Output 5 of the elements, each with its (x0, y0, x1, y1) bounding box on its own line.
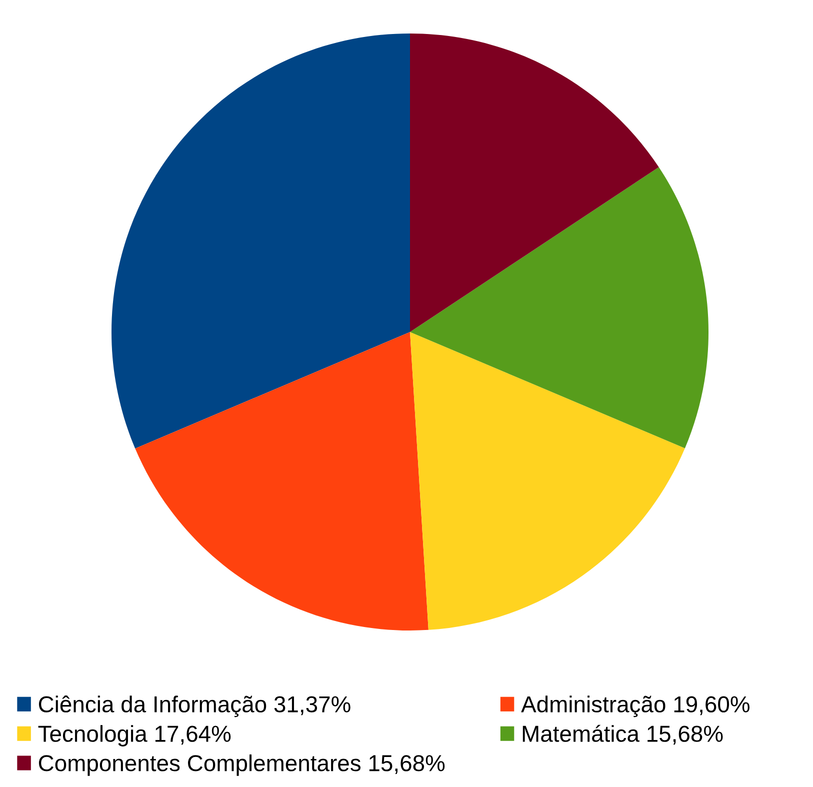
legend-label: Componentes Complementares 15,68% (38, 754, 445, 776)
legend-label: Administração 19,60% (521, 696, 750, 718)
legend-label: Matemática 15,68% (522, 724, 723, 745)
legend-label: Tecnologia 17,64% (38, 725, 231, 746)
legend-label: Ciência da Informação 31,37% (38, 696, 350, 718)
